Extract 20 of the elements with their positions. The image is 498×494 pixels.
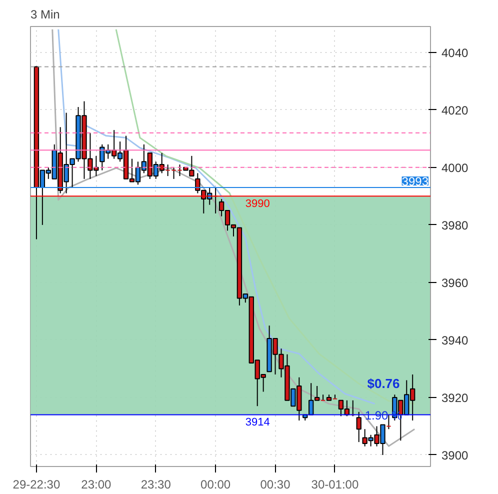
x-tick-label: 23:30 — [140, 478, 172, 492]
x-tick-label: 00:00 — [200, 478, 231, 492]
y-tick-label: 4020 — [442, 103, 469, 118]
ref-line-label: 3993 — [402, 174, 429, 189]
chart-title: 3 Min — [30, 8, 60, 22]
y-tick-label: 3980 — [442, 218, 469, 232]
x-tick-label: 29-22:30 — [12, 478, 60, 492]
x-tick-label: 23:00 — [81, 478, 112, 492]
ref-line-label: 3914 — [245, 416, 270, 429]
y-tick-label: 3920 — [442, 390, 469, 405]
ref-line-label: 3990 — [245, 198, 270, 210]
y-tick-label: 3900 — [442, 448, 469, 462]
y-tick-label: 4040 — [442, 46, 469, 60]
y-tick-label: 4000 — [442, 160, 469, 175]
y-tick-label: 3940 — [442, 333, 469, 348]
y-tick-label: 3960 — [442, 276, 469, 290]
annotation: $0.76 — [367, 376, 400, 391]
x-tick-label: 00:30 — [260, 478, 291, 492]
x-tick-label: 30-01:00 — [311, 478, 359, 492]
candlestick — [356, 411, 362, 443]
